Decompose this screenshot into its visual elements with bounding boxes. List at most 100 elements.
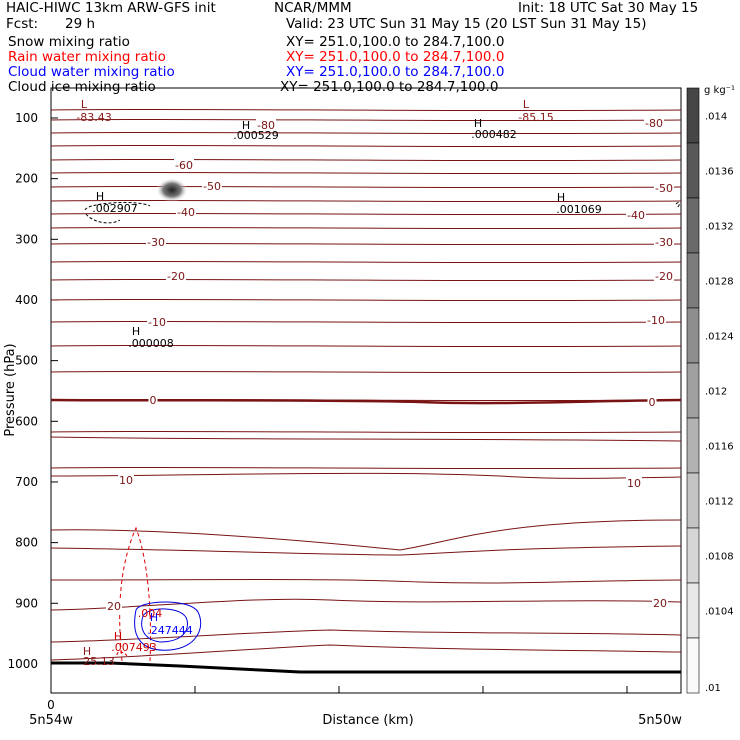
y-tick-label: 600 [15,414,38,428]
temperature-contour-label: -10 [647,314,665,327]
extremum-value: .001069 [556,203,602,216]
colorbar-segment [686,417,700,474]
colorbar-label: .01 [705,683,721,694]
colorbar-label: .0112 [705,497,734,508]
temperature-contour-label: -30 [655,236,673,249]
temperature-contour-label: -20 [655,270,673,283]
y-tick-label: 700 [15,475,38,489]
temperature-contour-label: -80 [645,117,663,130]
rain-water-contour-small [116,651,128,657]
x-axis [194,686,628,693]
ice-contour-right [675,202,680,209]
temperature-contour-line [50,242,682,246]
terrain-line [51,661,681,674]
extremum-letter: H [474,117,482,130]
contour-label-halo [166,270,186,283]
temperature-contour-line [50,344,682,348]
temperature-contour-label: 10 [119,474,133,487]
temperature-contour-line [50,260,682,264]
contour-label-halo [654,182,674,195]
y-tick-label: 900 [15,596,38,610]
temperature-contour-line [50,108,682,112]
extremum-value: -83.43 [76,111,111,124]
contour-label-halo [626,209,646,222]
x-left-label: 5n54w [29,713,73,728]
temperature-contour-label: -40 [177,206,195,219]
colorbar-label: .0124 [705,332,734,343]
field-name-cloud-ice: Cloud ice mixing ratio [8,79,156,95]
temperature-contour-line [50,212,682,216]
temperature-contour-label: -40 [627,209,645,222]
contour-label-halo [646,314,666,327]
colorbar-label: .0136 [705,167,734,178]
colorbar-segment [686,197,700,254]
cloud-ice-blob [156,178,188,202]
temperature-contour-line [50,519,682,551]
colorbar-segment [686,142,700,199]
colorbar-segment [686,637,700,694]
temperature-contour-line [50,118,682,122]
temperature-contour-line [50,430,682,434]
center-label: NCAR/MMM [274,0,352,16]
temperature-contour-line [50,436,682,442]
field-xy-snow: XY= 251.0,100.0 to 284.7,100.0 [286,34,505,50]
extremum-value: .002907 [92,202,138,215]
colorbar-segment [686,307,700,364]
temperature-contour-label: -50 [655,182,673,195]
y-tick-label: 100 [15,111,38,125]
ice-contour-left [84,202,151,224]
temperature-contour-label: -10 [148,316,166,329]
valid-time: Valid: 23 UTC Sun 31 May 15 (20 LST Sun … [286,16,647,32]
temperature-contour-label: 0 [150,394,157,407]
temperature-contour-line [50,298,682,302]
x-axis-label: Distance (km) [322,713,413,728]
init-time: Init: 18 UTC Sat 30 May 15 [518,0,699,16]
contour-label-halo [147,316,167,329]
cloud-water-contour-outer [134,601,202,651]
temperature-contour-label: -50 [203,180,221,193]
y-tick-label: 300 [15,232,38,246]
y-tick-label: 1000 [7,657,38,671]
temperature-contour-line [50,644,682,661]
rain-contour-label: .004 [138,607,163,620]
contour-label-halo [118,474,134,487]
freezing-level-contour [50,398,682,405]
field-xy-cloud-water: XY= 251.0,100.0 to 284.7,100.0 [286,64,505,80]
temperature-contour-line [50,158,682,162]
x-right-label: 5n50w [638,713,682,728]
colorbar-segment [686,87,700,144]
y-axis-label: Pressure (hPa) [3,343,18,436]
colorbar-label: .014 [705,112,727,123]
temperature-contour-line [50,131,682,135]
extremum-value: .000008 [128,337,174,350]
extremum-letter: H [114,630,122,643]
temperature-contour-line [50,370,682,374]
colorbar-label: .0116 [705,442,734,453]
y-tick-label: 800 [15,536,38,550]
cloud-water-contour-inner [141,608,188,643]
colorbar-segment [686,472,700,529]
temperature-contour-label: -80 [257,119,275,132]
y-tick-label: 400 [15,293,38,307]
extremum-letter: L [81,98,88,111]
temperature-contour-line [50,226,682,230]
temperature-contour-label: -30 [147,236,165,249]
field-xy-cloud-ice: XY= 251.0,100.0 to 284.7,100.0 [280,79,499,95]
contour-label-halo [202,180,222,193]
temperature-contour-line [50,466,682,470]
field-xy-rain: XY= 251.0,100.0 to 284.7,100.0 [286,49,505,65]
model-title: HAIC-HIWC 13km ARW-GFS init [6,0,216,16]
extremum-letter: H [557,191,565,204]
temperature-contour-label: 20 [653,597,667,610]
field-name-snow: Snow mixing ratio [8,34,130,50]
extremum-value: .007493 [111,641,157,654]
y-tick-label: 200 [15,172,38,186]
contour-labels: -80 -80 -60 -50 -50 -40 -40 -30 -30 -20 -20 -10 -10 0… [106,117,674,620]
contour-label-halo [652,597,668,610]
extremum-letter: H [150,611,158,624]
fcst-value: 29 h [65,16,96,32]
colorbar-segment [686,582,700,639]
plot-frame [50,87,682,694]
temperature-contour-line [50,199,682,203]
extremum-value: -85.15 [518,111,553,124]
